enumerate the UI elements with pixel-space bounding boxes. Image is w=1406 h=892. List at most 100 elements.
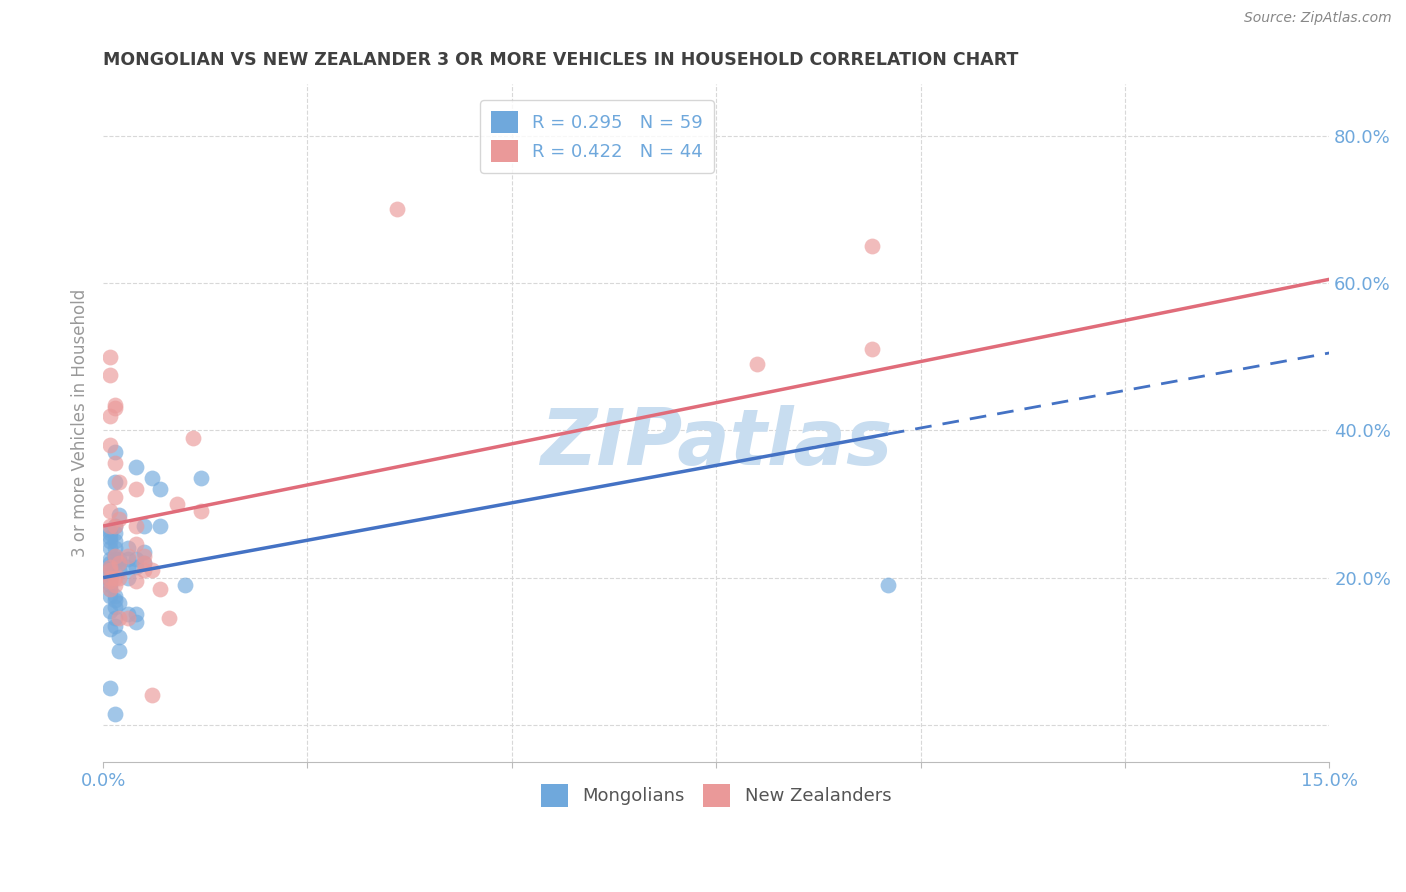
Point bbox=[104, 549, 127, 563]
Point bbox=[98, 552, 121, 566]
Point bbox=[98, 571, 121, 585]
Point bbox=[98, 574, 121, 589]
Point bbox=[108, 611, 131, 625]
Point bbox=[104, 445, 127, 459]
Point bbox=[104, 475, 127, 489]
Point bbox=[141, 689, 163, 703]
Point bbox=[166, 497, 188, 511]
Point bbox=[157, 611, 180, 625]
Point bbox=[125, 615, 148, 629]
Text: Source: ZipAtlas.com: Source: ZipAtlas.com bbox=[1244, 11, 1392, 25]
Point bbox=[125, 460, 148, 475]
Point bbox=[98, 578, 121, 592]
Point bbox=[98, 438, 121, 452]
Point bbox=[104, 578, 127, 592]
Point bbox=[181, 431, 204, 445]
Point bbox=[98, 563, 121, 577]
Point bbox=[104, 611, 127, 625]
Point bbox=[98, 582, 121, 596]
Point bbox=[104, 519, 127, 533]
Point bbox=[125, 559, 148, 574]
Point bbox=[98, 409, 121, 423]
Point bbox=[98, 559, 121, 574]
Point bbox=[98, 368, 121, 382]
Point bbox=[104, 589, 127, 603]
Point bbox=[98, 556, 121, 570]
Point bbox=[141, 471, 163, 485]
Point bbox=[117, 571, 139, 585]
Point bbox=[104, 549, 127, 563]
Point bbox=[149, 519, 172, 533]
Point bbox=[98, 563, 121, 577]
Point bbox=[104, 600, 127, 615]
Point bbox=[108, 512, 131, 526]
Point bbox=[876, 578, 898, 592]
Point bbox=[117, 549, 139, 563]
Point bbox=[98, 559, 121, 574]
Point bbox=[125, 519, 148, 533]
Point bbox=[104, 457, 127, 471]
Point bbox=[132, 563, 155, 577]
Point bbox=[104, 571, 127, 585]
Point bbox=[132, 519, 155, 533]
Point bbox=[117, 552, 139, 566]
Point bbox=[98, 526, 121, 541]
Point bbox=[98, 574, 121, 589]
Point bbox=[104, 556, 127, 570]
Point bbox=[108, 556, 131, 570]
Legend: Mongolians, New Zealanders: Mongolians, New Zealanders bbox=[534, 777, 898, 814]
Point bbox=[117, 559, 139, 574]
Point bbox=[125, 574, 148, 589]
Point bbox=[98, 604, 121, 618]
Y-axis label: 3 or more Vehicles in Household: 3 or more Vehicles in Household bbox=[72, 289, 89, 558]
Point bbox=[132, 556, 155, 570]
Point bbox=[104, 398, 127, 412]
Point bbox=[108, 508, 131, 522]
Point bbox=[98, 541, 121, 556]
Point bbox=[108, 563, 131, 577]
Point bbox=[104, 533, 127, 548]
Point bbox=[98, 533, 121, 548]
Point bbox=[125, 552, 148, 566]
Point bbox=[149, 582, 172, 596]
Point bbox=[860, 343, 883, 357]
Point bbox=[108, 475, 131, 489]
Point bbox=[125, 482, 148, 496]
Point bbox=[132, 549, 155, 563]
Point bbox=[860, 239, 883, 253]
Point bbox=[173, 578, 195, 592]
Point bbox=[108, 644, 131, 658]
Point bbox=[190, 504, 212, 518]
Point bbox=[98, 566, 121, 581]
Point bbox=[104, 519, 127, 533]
Point bbox=[98, 622, 121, 636]
Point bbox=[104, 618, 127, 632]
Point bbox=[125, 607, 148, 622]
Point bbox=[98, 530, 121, 544]
Point bbox=[108, 556, 131, 570]
Point bbox=[98, 571, 121, 585]
Point bbox=[104, 592, 127, 607]
Point bbox=[98, 582, 121, 596]
Point bbox=[104, 541, 127, 556]
Point bbox=[132, 545, 155, 559]
Point bbox=[149, 482, 172, 496]
Point bbox=[104, 401, 127, 416]
Point bbox=[132, 556, 155, 570]
Point bbox=[745, 357, 768, 371]
Point bbox=[108, 552, 131, 566]
Point bbox=[108, 596, 131, 610]
Text: ZIPatlas: ZIPatlas bbox=[540, 405, 893, 482]
Point bbox=[117, 607, 139, 622]
Point bbox=[98, 681, 121, 695]
Point bbox=[141, 563, 163, 577]
Point bbox=[117, 611, 139, 625]
Point bbox=[104, 526, 127, 541]
Point bbox=[125, 537, 148, 551]
Point bbox=[98, 504, 121, 518]
Point bbox=[104, 706, 127, 721]
Point bbox=[117, 541, 139, 556]
Point bbox=[108, 630, 131, 644]
Point bbox=[190, 471, 212, 485]
Point bbox=[98, 523, 121, 537]
